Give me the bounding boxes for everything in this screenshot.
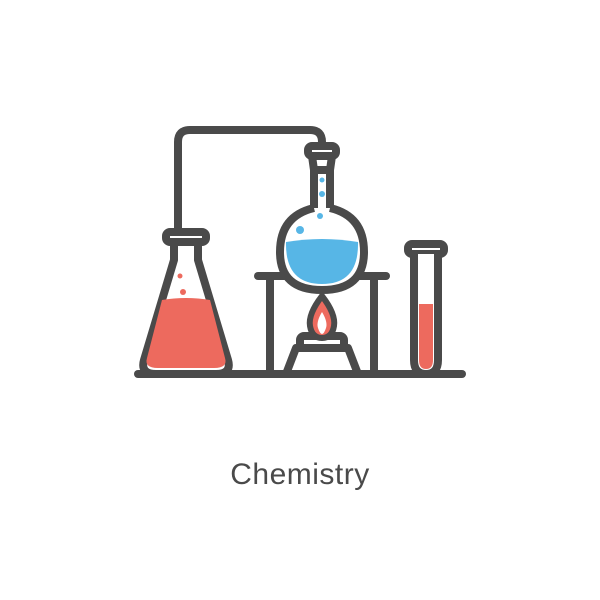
erlenmeyer-flask: [143, 232, 229, 374]
chemistry-icon-card: Chemistry: [0, 0, 600, 600]
flame-icon: [310, 296, 335, 338]
chemistry-icon: [130, 108, 470, 428]
round-flask: [280, 146, 364, 290]
test-tube: [408, 244, 444, 374]
test-tube-liquid: [419, 304, 433, 369]
icon-label: Chemistry: [230, 458, 370, 492]
